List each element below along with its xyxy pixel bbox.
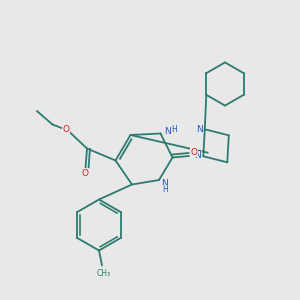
- Text: H: H: [172, 125, 178, 134]
- Text: N: N: [194, 151, 201, 160]
- Text: O: O: [81, 169, 88, 178]
- Text: N: N: [164, 127, 170, 136]
- Text: O: O: [63, 125, 70, 134]
- Text: O: O: [191, 148, 198, 157]
- Text: CH₃: CH₃: [96, 268, 111, 278]
- Text: N: N: [162, 178, 168, 188]
- Text: H: H: [162, 185, 168, 194]
- Text: N: N: [196, 125, 203, 134]
